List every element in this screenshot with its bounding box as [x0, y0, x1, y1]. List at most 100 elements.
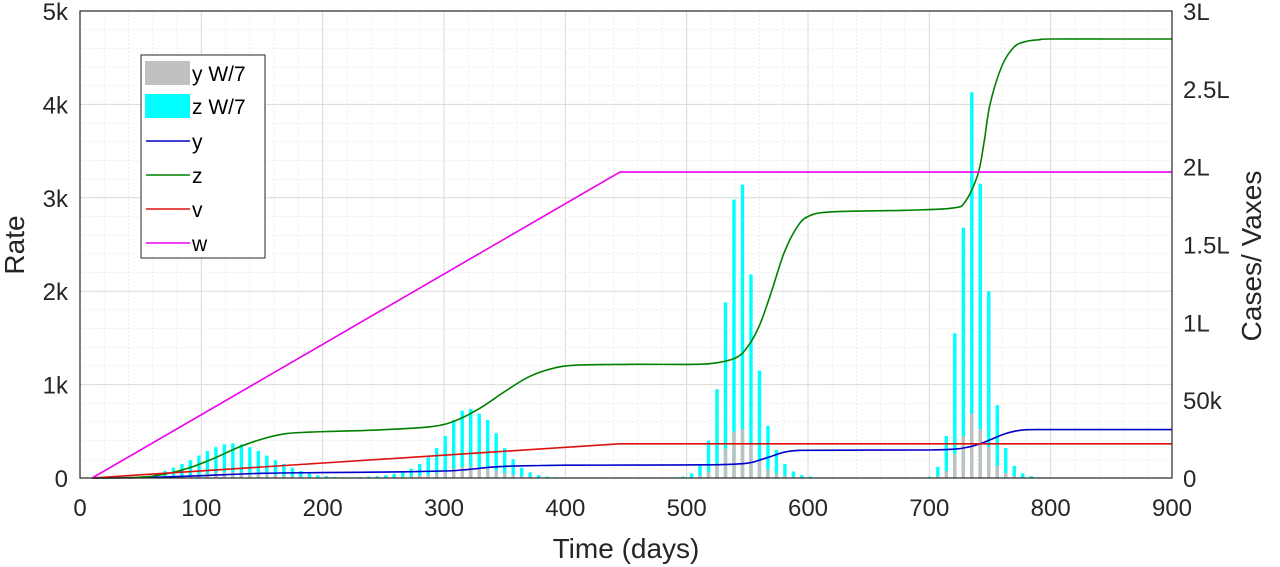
bar-z-w7: [1029, 476, 1033, 478]
x-tick-label: 0: [73, 495, 86, 522]
bar-z-w7: [689, 473, 694, 478]
x-tick-label: 700: [909, 495, 949, 522]
bar-z-w7: [511, 459, 515, 478]
bar-z-w7: [698, 463, 702, 478]
bar-z-w7: [231, 443, 235, 478]
bar-z-w7: [970, 92, 974, 479]
bar-z-w7: [324, 476, 329, 478]
bar-z-w7: [723, 302, 728, 478]
bar-z-w7: [239, 444, 244, 478]
bar-z-w7: [545, 476, 549, 478]
bar-z-w7: [1021, 473, 1025, 478]
bar-z-w7: [282, 463, 286, 478]
bar-z-w7: [536, 475, 541, 478]
bar-y-w7: [502, 473, 507, 478]
bar-y-w7: [248, 472, 252, 478]
bar-y-w7: [1012, 475, 1016, 478]
bar-z-w7: [961, 227, 966, 478]
bar-y-w7: [953, 453, 957, 478]
bar-z-w7: [936, 466, 940, 478]
bar-z-w7: [978, 183, 982, 479]
bar-z-w7: [681, 476, 685, 478]
bar-y-w7: [757, 460, 762, 478]
bar-z-w7: [749, 274, 753, 478]
bar-z-w7: [443, 435, 447, 478]
bar-z-w7: [477, 413, 481, 478]
legend-label: z W/7: [192, 96, 246, 119]
bar-z-w7: [435, 448, 439, 478]
series-line-y: [92, 428, 1172, 479]
bar-z-w7: [273, 460, 278, 478]
bar-z-w7: [987, 291, 991, 478]
bar-y-w7: [978, 428, 982, 478]
bar-y-w7: [706, 471, 711, 478]
bar-y-w7: [265, 474, 269, 478]
bar-y-w7: [740, 429, 745, 478]
bar-z-w7: [180, 463, 184, 478]
x-tick-label: 400: [545, 495, 585, 522]
bar-z-w7: [519, 467, 524, 478]
bar-z-w7: [468, 408, 473, 478]
bar-z-w7: [485, 420, 490, 478]
bar-z-w7: [214, 447, 218, 478]
x-tick-label: 300: [424, 495, 464, 522]
y-axis-label-left: Rate: [0, 215, 30, 274]
x-tick-label: 100: [181, 495, 221, 522]
bar-z-w7: [732, 199, 736, 478]
bar-y-w7: [494, 470, 498, 478]
bar-y-w7: [468, 466, 473, 478]
bar-z-w7: [706, 440, 711, 478]
bar-z-w7: [494, 433, 498, 478]
bar-z-w7: [392, 473, 396, 478]
series-lines: [91, 38, 1172, 479]
bar-y-w7: [282, 475, 286, 478]
bar-y-w7: [944, 470, 949, 478]
bar-z-w7: [426, 457, 430, 478]
bar-y-w7: [715, 463, 719, 478]
bar-z-w7: [401, 471, 405, 478]
bar-y-w7: [443, 470, 447, 478]
bar-z-w7: [783, 463, 787, 478]
bar-y-w7: [273, 475, 278, 478]
bar-z-w7: [995, 405, 999, 478]
y-left-tick-label: 0: [55, 466, 68, 493]
bar-z-w7: [188, 460, 193, 478]
y-axis-label-right: Cases/ Vaxes: [1236, 171, 1267, 342]
y-left-tick-label: 2k: [43, 279, 69, 306]
bar-z-w7: [452, 420, 456, 478]
legend-label: w: [191, 233, 208, 256]
bar-z-w7: [316, 475, 320, 478]
bar-y-w7: [783, 475, 787, 478]
bar-z-w7: [927, 476, 932, 478]
bar-z-w7: [766, 425, 770, 478]
bar-z-w7: [197, 455, 201, 478]
bar-z-w7: [307, 473, 312, 478]
bar-y-w7: [519, 476, 524, 478]
bar-y-w7: [987, 446, 991, 478]
legend-box: [140, 54, 266, 259]
bar-y-w7: [418, 475, 422, 478]
bar-z-w7: [774, 449, 779, 478]
bar-y-w7: [749, 444, 753, 478]
bar-z-w7: [740, 184, 745, 478]
legend-swatch-bar: [145, 61, 190, 85]
x-tick-label: 200: [303, 495, 343, 522]
bar-y-w7: [723, 448, 728, 478]
y-right-tick-label: 0: [1183, 466, 1196, 493]
bar-z-w7: [367, 476, 371, 478]
y-left-tick-label: 1k: [43, 373, 69, 400]
bar-z-w7: [953, 333, 957, 478]
bar-z-w7: [800, 475, 804, 478]
legend-label: y: [192, 131, 203, 154]
x-tick-label: 600: [788, 495, 828, 522]
legend-label: y W/7: [192, 63, 246, 86]
y-left-tick-label: 5k: [43, 0, 69, 26]
series-line-z: [92, 38, 1172, 479]
bar-y-w7: [239, 472, 244, 478]
y-right-tick-label: 2.5L: [1183, 77, 1230, 104]
bar-z-w7: [409, 468, 413, 478]
bar-y-w7: [426, 474, 430, 478]
bar-z-w7: [205, 450, 210, 478]
bar-z-w7: [222, 444, 227, 478]
